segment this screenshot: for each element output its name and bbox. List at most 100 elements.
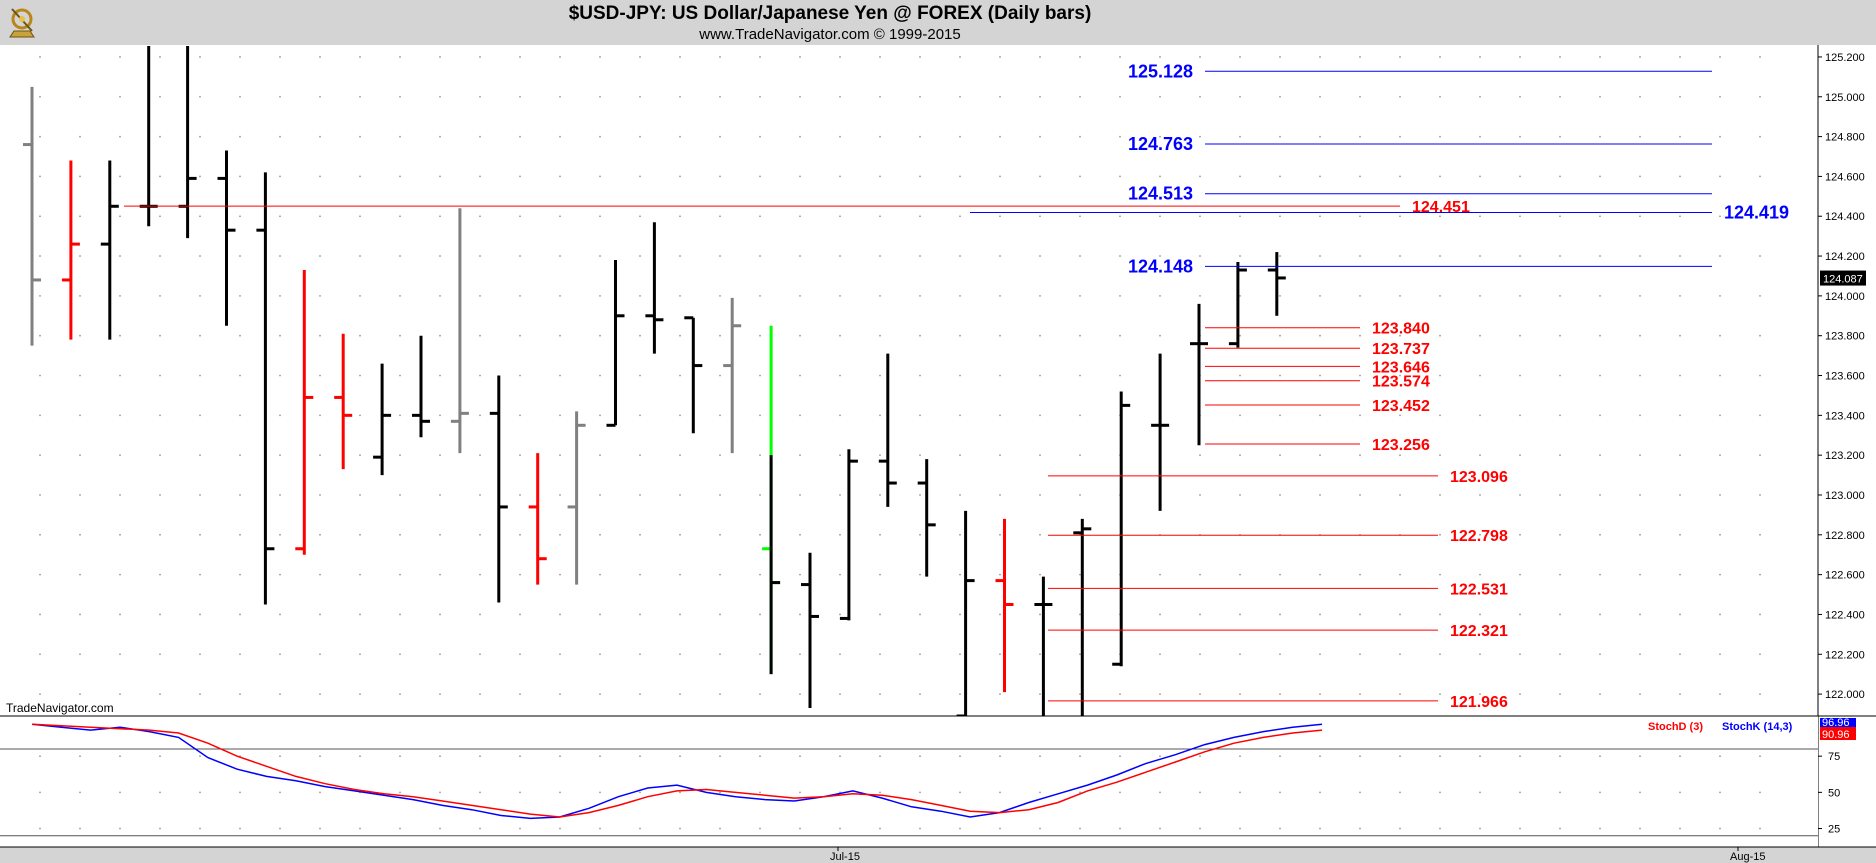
y-tick-label: 124.400 — [1825, 211, 1865, 223]
grid-dot — [999, 653, 1001, 656]
grid-dot — [839, 334, 841, 337]
grid-dot — [319, 334, 321, 337]
grid-dot — [439, 653, 441, 656]
grid-dot — [1479, 573, 1481, 576]
grid-dot — [319, 414, 321, 417]
grid-dot — [479, 653, 481, 656]
grid-dot — [1439, 573, 1441, 576]
grid-dot — [759, 294, 761, 297]
grid-dot — [1159, 56, 1161, 58]
grid-dot — [759, 135, 761, 138]
grid-dot — [439, 56, 441, 58]
grid-dot — [639, 653, 641, 656]
grid-dot — [1439, 454, 1441, 457]
grid-dot — [1759, 755, 1761, 758]
grid-dot — [239, 653, 241, 656]
grid-dot — [679, 135, 681, 138]
grid-dot — [559, 755, 561, 758]
grid-dot — [519, 827, 521, 830]
grid-dot — [79, 827, 81, 830]
grid-dot — [679, 791, 681, 794]
grid-dot — [279, 255, 281, 257]
grid-dot — [839, 613, 841, 616]
grid-dot — [1159, 215, 1161, 218]
grid-dot — [1239, 294, 1241, 297]
grid-dot — [919, 175, 921, 178]
grid-dot — [1479, 613, 1481, 616]
grid-dot — [439, 613, 441, 616]
grid-dot — [1719, 414, 1721, 417]
grid-dot — [79, 533, 81, 536]
grid-dot — [279, 334, 281, 337]
grid-dot — [279, 693, 281, 695]
grid-dot — [679, 653, 681, 656]
red-level-label: 123.574 — [1372, 374, 1430, 391]
grid-dot — [999, 693, 1001, 695]
grid-dot — [1439, 334, 1441, 337]
grid-dot — [1279, 255, 1281, 257]
y-tick-label: 123.000 — [1825, 490, 1865, 502]
grid-dot — [1039, 135, 1041, 138]
grid-dot — [519, 573, 521, 576]
grid-dot — [1239, 175, 1241, 178]
blue-level-label: 124.148 — [1128, 256, 1193, 276]
grid-dot — [1039, 374, 1041, 377]
grid-dot — [679, 374, 681, 377]
grid-dot — [1119, 175, 1121, 178]
grid-dot — [559, 294, 561, 297]
grid-dot — [839, 215, 841, 218]
grid-dot — [599, 95, 601, 98]
ohlc-bar — [723, 297, 742, 454]
grid-dot — [439, 791, 441, 794]
grid-dot — [1359, 175, 1361, 178]
grid-dot — [39, 791, 41, 794]
grid-dot — [1439, 791, 1441, 794]
grid-dot — [879, 95, 881, 98]
grid-dot — [599, 454, 601, 457]
grid-dot — [879, 494, 881, 496]
stochk-line — [31, 723, 1323, 820]
grid-dot — [559, 454, 561, 457]
grid-dot — [879, 693, 881, 695]
grid-dot — [679, 494, 681, 496]
grid-dot — [639, 56, 641, 58]
grid-dot — [1359, 573, 1361, 576]
grid-dot — [359, 653, 361, 656]
grid-dot — [39, 573, 41, 576]
grid-dot — [1639, 791, 1641, 794]
grid-dot — [239, 454, 241, 457]
grid-dot — [119, 827, 121, 830]
grid-dot — [159, 95, 161, 98]
grid-dot — [1679, 755, 1681, 758]
y-tick-label: 50 — [1828, 787, 1840, 799]
grid-dot — [999, 294, 1001, 297]
grid-dot — [439, 334, 441, 337]
grid-dot — [1239, 494, 1241, 496]
ohlc-bar — [1112, 391, 1131, 667]
grid-dot — [1359, 653, 1361, 656]
ohlc-bar — [567, 411, 586, 585]
grid-dot — [479, 693, 481, 695]
grid-dot — [279, 215, 281, 218]
grid-dot — [719, 494, 721, 496]
grid-dot — [159, 693, 161, 695]
ohlc-bar — [61, 160, 80, 340]
grid-dot — [679, 56, 681, 58]
grid-dot — [799, 653, 801, 656]
grid-dot — [1559, 215, 1561, 218]
grid-dot — [519, 533, 521, 536]
grid-dot — [1279, 95, 1281, 98]
grid-dot — [319, 95, 321, 98]
grid-dot — [1719, 827, 1721, 830]
grid-dot — [319, 533, 321, 536]
grid-dot — [39, 827, 41, 830]
grid-dot — [1039, 95, 1041, 98]
grid-dot — [1359, 255, 1361, 257]
last-price-label: 124.087 — [1823, 274, 1863, 286]
grid-dot — [999, 414, 1001, 417]
grid-dot — [1319, 374, 1321, 377]
grid-dot — [1759, 613, 1761, 616]
grid-dot — [759, 613, 761, 616]
grid-dot — [1439, 414, 1441, 417]
